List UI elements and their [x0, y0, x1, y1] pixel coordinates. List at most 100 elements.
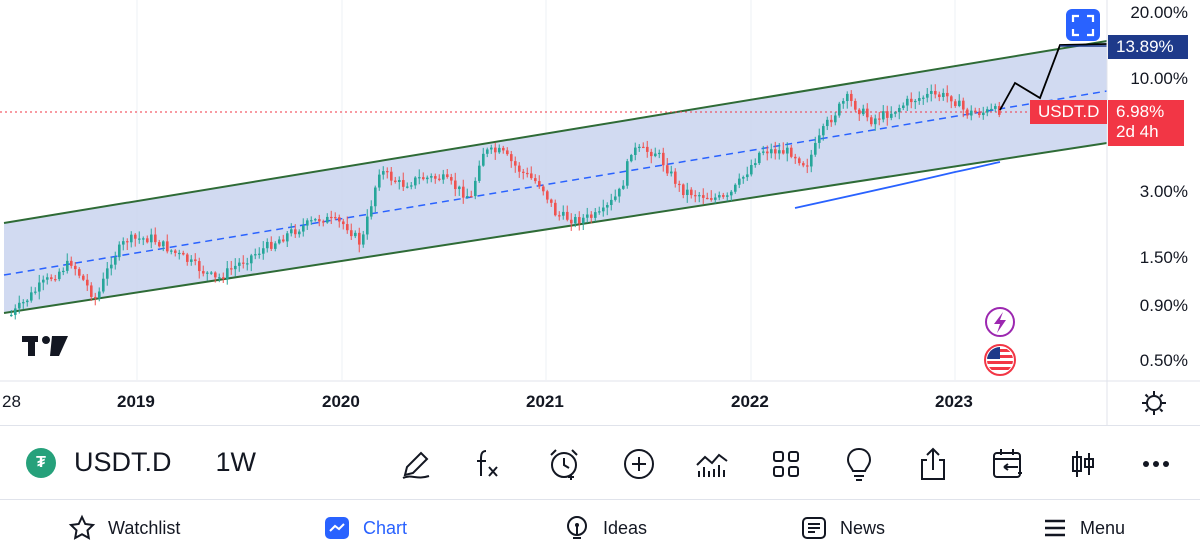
candle-body: [110, 264, 113, 269]
bottom-navigation: Watchlist Chart Ideas News Menu: [0, 500, 1200, 556]
candle-body: [854, 100, 857, 110]
candle-body: [506, 150, 509, 155]
lightning-icon[interactable]: [985, 307, 1015, 337]
candle-body: [926, 93, 929, 98]
candle-body: [10, 314, 13, 317]
candle-body: [346, 224, 349, 231]
candle-body: [762, 151, 765, 153]
candle-body: [298, 231, 301, 235]
projection-path[interactable]: [999, 43, 1108, 111]
candle-body: [742, 177, 745, 179]
candle-body: [630, 154, 633, 162]
ideas-bulb-icon[interactable]: [839, 444, 879, 484]
candle-body: [574, 217, 577, 224]
indicators-fx-icon[interactable]: [467, 444, 507, 484]
candle-body: [446, 174, 449, 178]
candle-body: [274, 243, 277, 249]
layouts-grid-icon[interactable]: [766, 444, 806, 484]
settings-gear-icon[interactable]: [1142, 391, 1166, 415]
candle-body: [974, 110, 977, 113]
chart-type-candle-icon[interactable]: [1063, 444, 1103, 484]
candle-body: [94, 296, 97, 299]
compare-chart-icon[interactable]: [692, 444, 732, 484]
alert-clock-icon[interactable]: [544, 444, 584, 484]
candle-body: [426, 177, 429, 180]
candle-body: [586, 214, 589, 218]
channel-upper-line[interactable]: [3, 40, 1108, 224]
candle-body: [390, 171, 393, 181]
nav-watchlist[interactable]: Watchlist: [68, 514, 180, 542]
us-economic-events-icon[interactable]: [984, 344, 1016, 376]
share-icon[interactable]: [913, 444, 953, 484]
symbol-name: USDT.D: [74, 447, 172, 477]
candle-body: [798, 158, 801, 164]
candle-body: [670, 171, 673, 174]
interval-selector[interactable]: 1W: [215, 447, 257, 477]
candle-body: [890, 113, 893, 118]
news-icon: [802, 517, 826, 539]
candle-body: [970, 110, 973, 116]
target-price-badge: 13.89%: [1108, 35, 1188, 59]
candle-body: [62, 270, 65, 273]
candle-body: [750, 165, 753, 175]
candle-body: [358, 232, 361, 245]
more-icon[interactable]: [1136, 444, 1176, 484]
add-circle-icon[interactable]: [619, 444, 659, 484]
channel-fill: [4, 41, 1107, 313]
price-tick: 0.50%: [1139, 351, 1188, 370]
nav-menu[interactable]: Menu: [1042, 514, 1125, 542]
nav-ideas[interactable]: Ideas: [563, 514, 647, 542]
star-icon: [68, 514, 96, 540]
candle-body: [366, 216, 369, 235]
candle-body: [434, 176, 437, 179]
candle-body: [642, 146, 645, 149]
price-tick: 3.00%: [1139, 182, 1188, 201]
candle-body: [166, 241, 169, 252]
candle-body: [602, 207, 605, 212]
candle-body: [170, 250, 173, 252]
candle-body: [778, 150, 781, 154]
candle-body: [486, 149, 489, 154]
nav-chart[interactable]: Chart: [323, 514, 407, 542]
candle-body: [382, 171, 385, 175]
time-tick: 28: [2, 392, 21, 411]
candle-body: [78, 269, 81, 276]
channel-lower-line[interactable]: [3, 142, 1108, 314]
nav-news[interactable]: News: [800, 514, 885, 542]
candle-body: [582, 217, 585, 224]
candle-body: [578, 217, 581, 224]
time-tick: 2022: [731, 392, 769, 411]
candle-body: [766, 151, 769, 154]
candle-body: [142, 238, 145, 240]
candle-body: [542, 186, 545, 192]
candle-body: [966, 109, 969, 116]
candle-body: [370, 206, 373, 217]
candle-body: [534, 178, 537, 182]
candle-body: [782, 150, 785, 154]
price-chart[interactable]: [0, 0, 1200, 425]
candle-body: [470, 196, 473, 198]
candle-body: [26, 300, 29, 303]
symbol-selector[interactable]: ₮ USDT.D 1W: [0, 447, 390, 478]
candle-body: [666, 165, 669, 174]
channel-midline[interactable]: [3, 90, 1108, 276]
candle-body: [722, 195, 725, 197]
draw-icon[interactable]: [396, 444, 436, 484]
candle-body: [306, 220, 309, 226]
candle-body: [622, 185, 625, 189]
candle-body: [42, 279, 45, 283]
fullscreen-button[interactable]: [1066, 9, 1100, 41]
candle-body: [978, 112, 981, 116]
candle-body: [194, 259, 197, 262]
replay-calendar-icon[interactable]: [988, 444, 1028, 484]
candle-body: [290, 229, 293, 234]
candle-body: [706, 197, 709, 200]
candle-body: [362, 234, 365, 245]
chart-area[interactable]: 20.00% 10.00% 3.00% 1.50% 0.90% 0.50% 13…: [0, 0, 1200, 425]
candle-body: [650, 151, 653, 157]
candle-body: [910, 98, 913, 103]
candle-body: [402, 180, 405, 187]
candle-body: [46, 277, 49, 280]
candle-body: [838, 103, 841, 116]
candle-body: [510, 154, 513, 162]
